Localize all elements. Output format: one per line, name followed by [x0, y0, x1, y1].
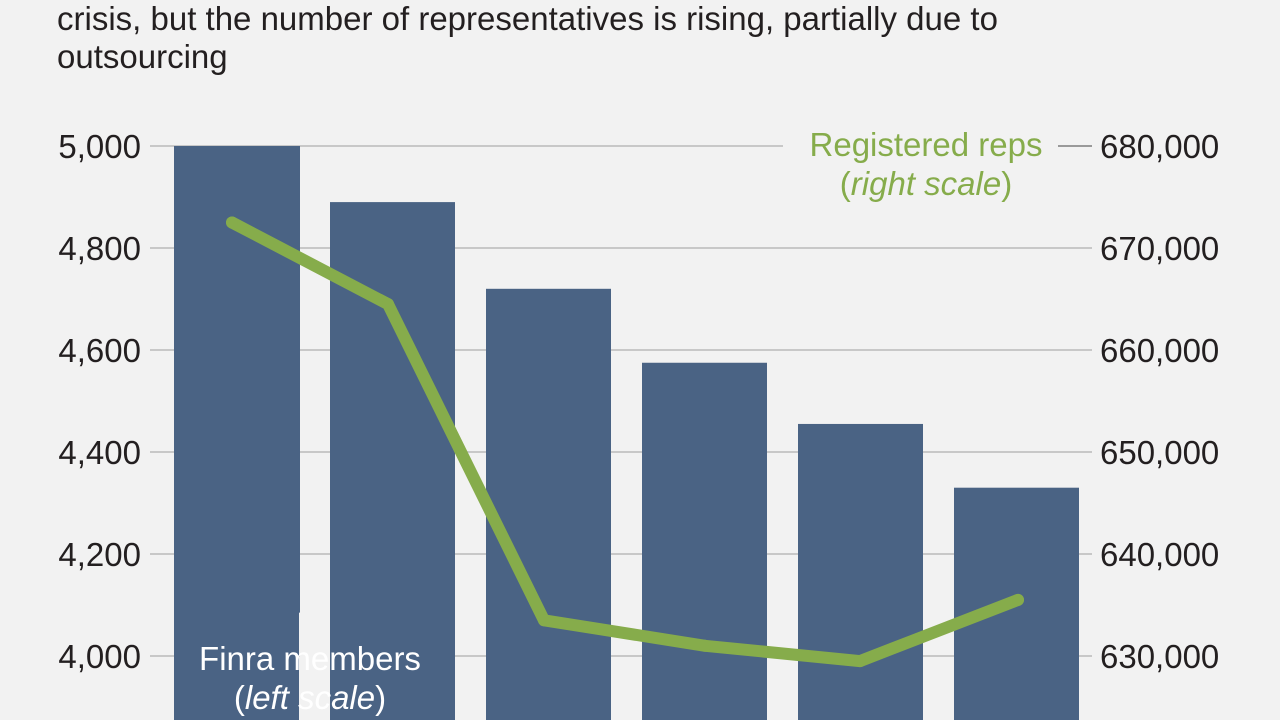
line-point-registered-reps [1012, 593, 1024, 606]
right-tick-label: 670,000 [1100, 230, 1219, 267]
legend-reps-scale-text: right scale [851, 165, 1001, 202]
chart-subtitle: crisis, but the number of representative… [57, 0, 1257, 76]
left-tick-label: 4,600 [58, 332, 141, 369]
line-point-registered-reps [538, 614, 550, 627]
series-line-registered-reps [226, 216, 1024, 668]
right-axis-ticks: 630,000 640,000 650,000 660,000 670,000 680,0… [1100, 128, 1219, 675]
line-point-registered-reps [854, 655, 866, 668]
legend-members-scale-text: left scale [245, 679, 375, 716]
subtitle-line-2: outsourcing [57, 38, 228, 75]
bar-gap [300, 612, 330, 720]
legend-members-scale: (left scale) [234, 679, 386, 716]
legend-reps-background [783, 128, 1073, 210]
legend-reps-label: Registered reps [810, 126, 1043, 163]
bar-finra-members [642, 362, 767, 720]
left-tick-label: 5,000 [58, 128, 141, 165]
right-tick-label: 630,000 [1100, 638, 1219, 675]
bar-finra-members [486, 288, 611, 720]
right-tick-label: 640,000 [1100, 536, 1219, 573]
registered-reps-line [226, 216, 1024, 668]
right-tick-label: 660,000 [1100, 332, 1219, 369]
line-point-registered-reps [382, 298, 394, 311]
bar-finra-members [798, 423, 923, 720]
left-tick-label: 4,000 [58, 638, 141, 675]
right-tick-label: 680,000 [1100, 128, 1219, 165]
subtitle-line-1: crisis, but the number of representative… [57, 0, 998, 37]
line-point-registered-reps [226, 216, 238, 229]
legend-reps-scale: (right scale) [840, 165, 1012, 202]
left-tick-label: 4,800 [58, 230, 141, 267]
bar-finra-members [174, 146, 300, 720]
line-point-registered-reps [699, 639, 711, 652]
legend-members-label: Finra members [199, 640, 421, 677]
left-axis-ticks: 4,000 4,200 4,400 4,600 4,800 5,000 [58, 128, 141, 675]
right-tick-label: 650,000 [1100, 434, 1219, 471]
left-tick-label: 4,200 [58, 536, 141, 573]
left-tick-label: 4,400 [58, 434, 141, 471]
